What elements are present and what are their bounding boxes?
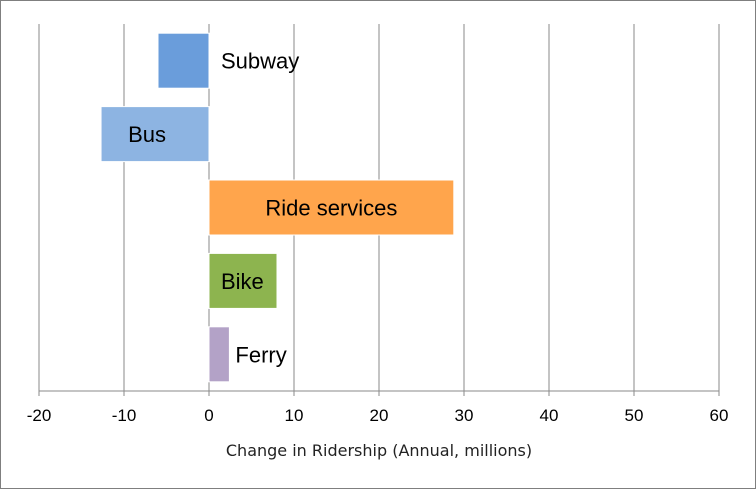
bar-label: Bike (221, 269, 264, 294)
bar-label: Ride services (265, 196, 397, 221)
bar-label: Bus (128, 122, 166, 147)
x-tick-label: 20 (370, 406, 389, 425)
x-axis: -20 -10 0 10 20 30 40 50 60 (27, 390, 729, 425)
x-tick-label: 40 (540, 406, 559, 425)
bar-label: Ferry (235, 342, 286, 367)
bars: Subway Bus Ride services Bike Ferry (100, 32, 455, 383)
x-tick-label: 10 (285, 406, 304, 425)
bar-bike (208, 252, 278, 309)
x-tick-label: -20 (27, 406, 52, 425)
bar-label: Subway (221, 49, 299, 74)
x-tick-label: 60 (710, 406, 729, 425)
x-tick-label: 30 (455, 406, 474, 425)
bar-bus (100, 106, 210, 163)
x-axis-title: Change in Ridership (Annual, millions) (226, 441, 532, 460)
bar-subway (157, 32, 210, 89)
x-tick-label: 0 (204, 406, 213, 425)
bar-ride-services (208, 179, 455, 236)
x-tick-label: -10 (112, 406, 137, 425)
bar-ferry (208, 326, 230, 383)
x-tick-label: 50 (625, 406, 644, 425)
